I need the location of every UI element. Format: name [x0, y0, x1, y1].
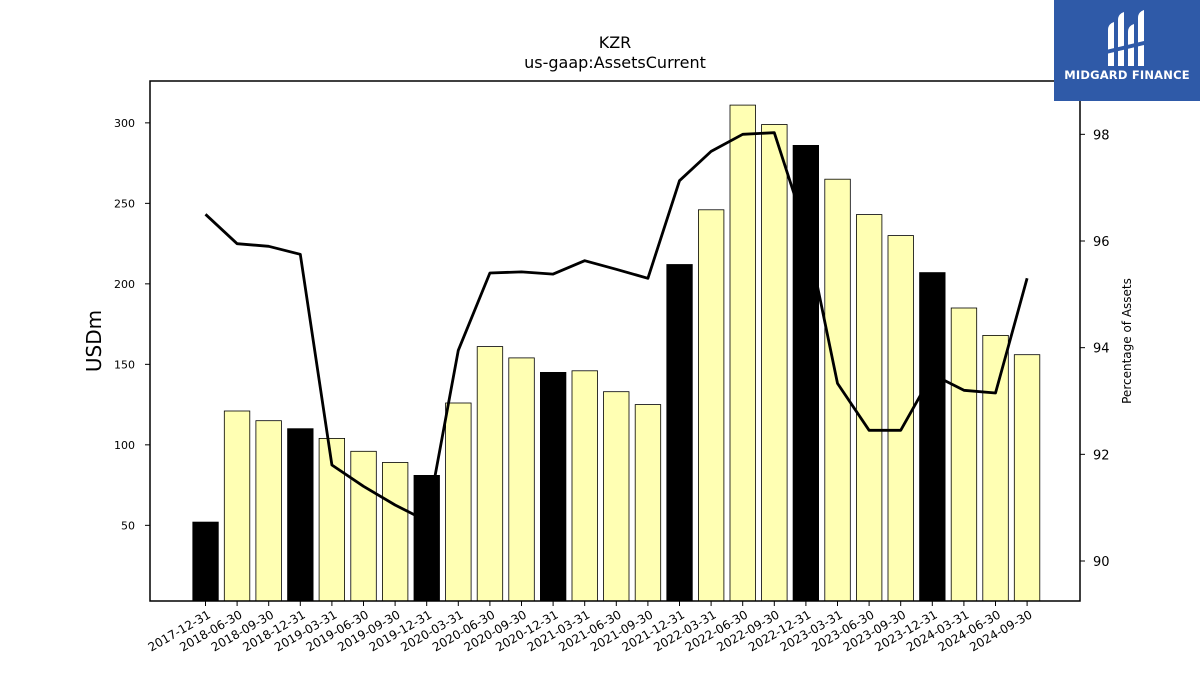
y2-tick-label: 94 — [1093, 342, 1110, 357]
bar-2020-06-30 — [476, 346, 504, 602]
bar-2017-12-31 — [192, 521, 219, 602]
y2-tick-label: 98 — [1093, 128, 1110, 143]
logo-text: MIDGARD FINANCE — [1064, 68, 1190, 82]
y2-tick-label: 92 — [1093, 448, 1110, 463]
bar-2018-12-31 — [287, 428, 314, 602]
chart-subtitle: us-gaap:AssetsCurrent — [524, 53, 706, 72]
bar-2021-03-31 — [571, 370, 598, 602]
bar-2019-06-30 — [350, 450, 377, 602]
bar-2023-06-30 — [856, 214, 883, 602]
y-axis-label: USDm — [82, 310, 106, 372]
y-tick-label: 50 — [121, 519, 135, 532]
y2-axis-label: Percentage of Assets — [1120, 278, 1134, 404]
y2-tick-label: 96 — [1093, 235, 1110, 250]
percentage-line-group — [204, 131, 1029, 523]
bar-2019-09-30 — [381, 462, 409, 602]
bar-2022-06-30 — [729, 104, 756, 602]
bar-2021-09-30 — [634, 404, 662, 602]
chart-title: KZR — [599, 33, 632, 52]
y2-tick-label: 90 — [1093, 555, 1110, 570]
bar-2018-09-30 — [255, 420, 282, 602]
y-tick-label: 150 — [114, 358, 135, 371]
bar-2018-06-30 — [223, 410, 251, 602]
y-tick-label: 200 — [114, 278, 135, 291]
logo-mark-icon — [1106, 10, 1148, 66]
brand-logo: MIDGARD FINANCE — [1054, 0, 1200, 101]
bar-2024-03-31 — [950, 307, 978, 602]
bar-2021-12-31 — [666, 264, 693, 602]
bar-2020-12-31 — [540, 371, 567, 602]
bar-2021-06-30 — [603, 391, 630, 602]
y-axis-right: 90 92 94 96 98 — [1080, 128, 1110, 570]
x-axis: 2017-12-312018-06-302018-09-302018-12-31… — [146, 601, 1035, 654]
bar-2020-03-31 — [445, 402, 472, 602]
percentage-series-line — [204, 131, 1029, 523]
bar-2022-09-30 — [761, 124, 788, 602]
bar-2022-12-31 — [792, 144, 819, 602]
bar-2019-12-31 — [413, 474, 440, 602]
bar-2020-09-30 — [508, 357, 535, 602]
y-tick-label: 100 — [114, 439, 135, 452]
plot-area-frame — [149, 80, 1081, 602]
y-axis-left: 50 100 150 200 250 300 — [114, 117, 150, 532]
bar-2022-03-31 — [698, 209, 725, 602]
bars-group — [192, 104, 1041, 602]
y-tick-label: 300 — [114, 117, 135, 130]
bar-2023-12-31 — [919, 272, 946, 602]
y-tick-label: 250 — [114, 197, 135, 210]
bar-2024-09-30 — [1013, 354, 1041, 602]
bar-2024-06-30 — [982, 334, 1009, 602]
bar-2023-09-30 — [887, 235, 914, 602]
bar-2023-03-31 — [824, 178, 851, 602]
